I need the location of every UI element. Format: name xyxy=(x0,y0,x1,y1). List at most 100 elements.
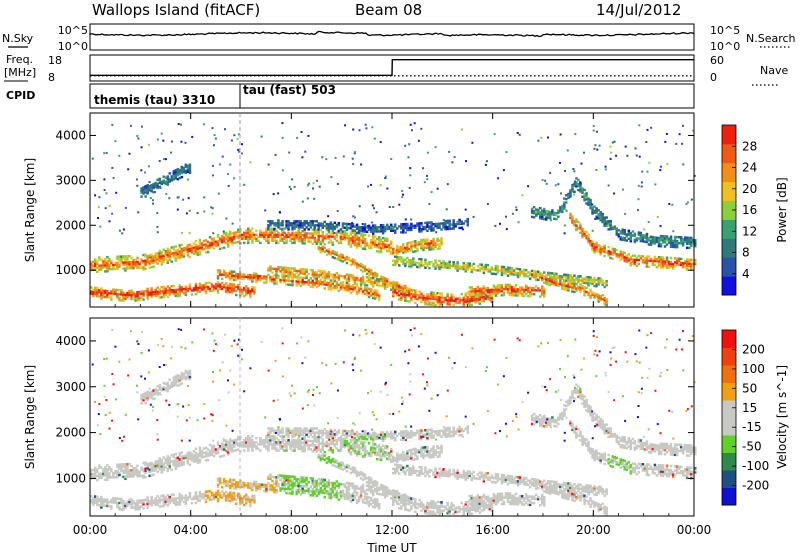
power-echo-cell xyxy=(287,270,290,274)
power-echo-cell xyxy=(265,233,268,236)
velocity-echo-cell xyxy=(192,456,196,459)
power-echo-cell xyxy=(390,242,393,245)
power-echo-cell xyxy=(402,258,405,261)
power-echo-cell xyxy=(402,285,405,288)
velocity-echo-cell xyxy=(122,471,125,474)
power-echo-cell xyxy=(530,288,534,292)
velocity-echo-cell xyxy=(100,466,103,469)
velocity-echo-cell xyxy=(168,467,171,470)
power-echo-cell xyxy=(100,266,103,269)
power-echo-cell xyxy=(571,278,574,281)
power-echo-cell xyxy=(591,246,594,249)
power-echo-cell xyxy=(267,269,270,272)
power-echo-cell xyxy=(589,204,592,208)
power-echo-cell xyxy=(478,269,482,272)
velocity-echo-cell xyxy=(164,386,167,390)
power-echo-cell xyxy=(216,291,220,294)
power-echo-cell xyxy=(144,171,146,174)
power-echo-cell xyxy=(235,289,238,293)
power-echo-cell xyxy=(222,238,226,241)
power-echo-cell xyxy=(392,280,395,284)
power-echo-cell xyxy=(130,263,133,266)
velocity-echo-cell xyxy=(154,462,157,466)
power-echo-cell xyxy=(333,277,337,281)
power-echo-cell xyxy=(224,241,228,245)
power-echo-cell xyxy=(160,182,163,185)
velocity-echo-cell xyxy=(188,496,192,499)
power-echo-cell xyxy=(464,294,467,297)
power-echo-cell xyxy=(575,218,578,221)
power-echo-cell xyxy=(232,237,236,241)
power-echo-cell xyxy=(126,263,129,266)
power-echo-cell xyxy=(649,239,653,242)
power-echo-cell xyxy=(476,295,480,299)
power-echo-cell xyxy=(148,189,151,192)
power-echo-cell xyxy=(472,299,475,302)
power-echo-cell xyxy=(394,251,397,254)
power-echo-cell xyxy=(665,264,669,267)
power-echo-cell xyxy=(505,228,508,231)
power-echo-cell xyxy=(404,222,407,226)
velocity-echo-cell xyxy=(172,459,175,463)
power-echo-cell xyxy=(317,282,320,285)
power-echo-cell xyxy=(603,224,606,227)
power-echo-cell xyxy=(633,260,637,264)
power-echo-cell xyxy=(575,287,578,290)
power-echo-cell xyxy=(432,245,435,249)
power-echo-cell xyxy=(132,297,135,300)
velocity-echo-cell xyxy=(253,480,256,484)
power-echo-cell xyxy=(253,276,256,279)
power-echo-cell xyxy=(609,252,612,256)
power-echo-cell xyxy=(549,277,552,281)
power-echo-cell xyxy=(394,291,397,294)
power-echo-cell xyxy=(420,240,423,244)
velocity-echo-cell xyxy=(170,381,173,384)
power-echo-cell xyxy=(196,251,200,254)
power-echo-cell xyxy=(212,237,216,240)
power-echo-cell xyxy=(328,231,331,234)
power-echo-cell xyxy=(257,276,260,280)
power-echo-cell xyxy=(420,296,423,299)
velocity-echo-cell xyxy=(198,460,202,464)
power-echo-cell xyxy=(613,192,616,195)
velocity-echo-cell xyxy=(90,472,93,476)
power-echo-cell xyxy=(281,276,284,280)
power-echo-cell xyxy=(247,227,250,230)
power-echo-cell xyxy=(428,244,431,247)
power-echo-cell xyxy=(277,268,280,271)
velocity-echo-cell xyxy=(154,503,157,507)
velocity-echo-cell xyxy=(118,497,121,501)
power-echo-cell xyxy=(490,292,494,296)
power-echo-cell xyxy=(549,281,552,285)
power-echo-cell xyxy=(573,274,576,277)
power-echo-cell xyxy=(180,140,183,143)
power-echo-cell xyxy=(245,233,248,236)
power-echo-cell xyxy=(291,233,294,236)
power-echo-cell xyxy=(339,255,343,258)
power-echo-cell xyxy=(404,258,407,262)
power-echo-cell xyxy=(321,245,324,249)
power-echo-cell xyxy=(138,264,141,268)
velocity-echo-cell xyxy=(287,439,290,442)
velocity-echo-cell xyxy=(200,492,204,496)
power-echo-cell xyxy=(334,156,337,159)
velocity-echo-cell xyxy=(136,505,139,509)
power-echo-cell xyxy=(583,192,586,196)
power-echo-cell xyxy=(275,276,278,279)
power-echo-cell xyxy=(679,240,683,243)
velocity-echo-cell xyxy=(273,445,276,448)
date-title: 14/Jul/2012 xyxy=(596,1,681,19)
velocity-echo-cell xyxy=(218,496,222,499)
power-echo-cell xyxy=(494,224,497,227)
power-echo-cell xyxy=(440,292,443,295)
power-echo-cell xyxy=(168,293,171,296)
power-echo-cell xyxy=(402,260,405,263)
velocity-echo-cell xyxy=(104,498,107,501)
power-echo-cell xyxy=(232,235,236,239)
velocity-echo-cell xyxy=(144,461,147,464)
power-echo-cell xyxy=(228,238,232,242)
velocity-echo-cell xyxy=(150,502,153,505)
velocity-echo-cell xyxy=(182,463,186,466)
power-echo-cell xyxy=(363,239,367,243)
power-echo-cell xyxy=(690,240,693,244)
